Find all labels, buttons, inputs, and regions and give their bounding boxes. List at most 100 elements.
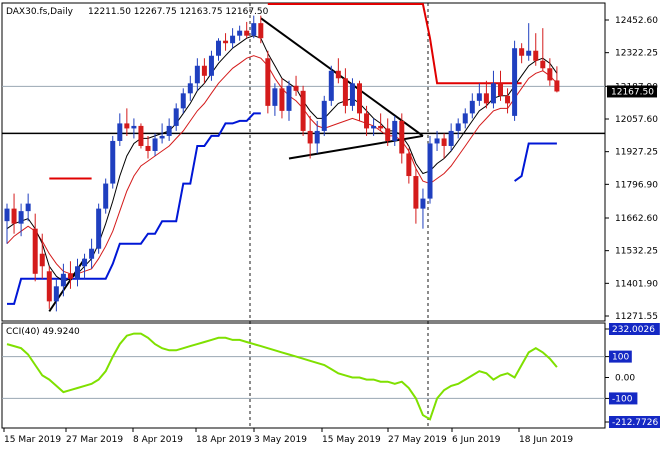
candle	[483, 80, 489, 109]
upper-wedge-line	[260, 17, 424, 137]
candle-body	[385, 128, 391, 141]
candle-body	[455, 123, 461, 131]
candle	[533, 33, 539, 66]
candle-body	[533, 50, 539, 61]
candle	[96, 203, 102, 254]
candle	[286, 80, 292, 121]
candle	[512, 40, 518, 121]
cci-tick-label: -212.7726	[612, 418, 658, 428]
candle	[378, 113, 384, 131]
last-price-box	[607, 85, 657, 98]
candle-body	[159, 135, 165, 139]
candle-body	[237, 30, 243, 36]
candle	[357, 80, 362, 121]
candle	[371, 118, 377, 136]
candle	[60, 263, 66, 297]
candle	[434, 130, 440, 151]
candle	[469, 93, 475, 119]
candle	[251, 15, 257, 39]
candle	[159, 123, 165, 144]
x-tick-label: 27 May 2019	[388, 435, 447, 445]
candle-body	[540, 60, 546, 69]
candle	[32, 213, 38, 282]
candle	[11, 193, 17, 234]
candle	[223, 33, 229, 51]
candle	[166, 118, 172, 141]
candle	[18, 203, 24, 237]
candle-body	[46, 271, 52, 302]
y-tick-label: 12452.60	[615, 16, 658, 26]
candle-body	[512, 48, 518, 116]
candle-body	[25, 203, 31, 212]
candle-body	[399, 120, 405, 154]
cci-tick-box	[609, 323, 660, 335]
candle-body	[427, 143, 433, 199]
candle-body	[208, 55, 214, 76]
candle	[39, 233, 45, 279]
candle	[441, 133, 447, 159]
candle	[364, 105, 370, 136]
candle	[131, 118, 137, 139]
candle-body	[293, 85, 299, 91]
candle	[53, 278, 59, 312]
x-tick-label: 18 Apr 2019	[196, 435, 252, 445]
candle-body	[173, 108, 179, 126]
x-tick-label: 3 May 2019	[254, 435, 307, 445]
candle-body	[462, 113, 468, 124]
candle	[46, 266, 52, 309]
candle	[230, 28, 236, 49]
cci-y-axis: 232.0026 100 0.00 -100 -212.7726	[605, 323, 660, 428]
candle	[103, 178, 109, 214]
candle-body	[526, 50, 532, 56]
cci-tick-box	[609, 392, 638, 405]
candle-body	[258, 23, 264, 39]
candle-body	[378, 125, 384, 129]
price-y-axis: 12452.6012322.2512187.9012057.6011927.25…	[605, 16, 658, 322]
candle	[399, 113, 405, 164]
candle-body	[96, 208, 102, 249]
candle-body	[448, 130, 454, 146]
candle	[321, 95, 327, 136]
candle-body	[328, 70, 334, 101]
candle-body	[371, 125, 377, 129]
y-tick-label: 11662.60	[615, 214, 658, 224]
candle	[180, 88, 186, 114]
cci-tick-label: 100	[612, 353, 629, 363]
candle	[490, 70, 496, 109]
candle-body	[223, 40, 229, 44]
candle	[265, 50, 271, 114]
candle-body	[547, 68, 553, 81]
y-tick-label: 11401.90	[615, 279, 658, 289]
candle	[201, 58, 207, 84]
candle	[67, 261, 73, 289]
candle	[349, 78, 355, 111]
y-tick-label: 12322.25	[615, 49, 658, 59]
candle-body	[335, 70, 341, 79]
candle-body	[67, 273, 73, 279]
candle	[342, 68, 348, 114]
candle-body	[194, 65, 200, 84]
candle	[540, 28, 546, 71]
candle-body	[216, 40, 221, 56]
candle	[187, 75, 193, 101]
candle	[216, 38, 221, 61]
candle-body	[32, 228, 38, 274]
x-tick-label: 27 Mar 2019	[66, 435, 123, 445]
candle-body	[138, 125, 144, 146]
candle-body	[187, 83, 193, 94]
candle	[208, 50, 214, 81]
cci-series	[6, 332, 558, 421]
candle	[145, 135, 151, 159]
symbol-label: DAX30.fs,Daily	[6, 7, 74, 17]
price-candles	[4, 15, 560, 312]
candle-body	[364, 113, 370, 129]
candle-body	[82, 258, 88, 267]
candle	[272, 83, 278, 116]
y-tick-label: 12057.60	[615, 115, 658, 125]
candle	[25, 193, 31, 222]
candle-body	[434, 138, 440, 144]
candle-body	[117, 123, 123, 141]
candle-body	[314, 130, 320, 144]
candle	[258, 15, 264, 44]
